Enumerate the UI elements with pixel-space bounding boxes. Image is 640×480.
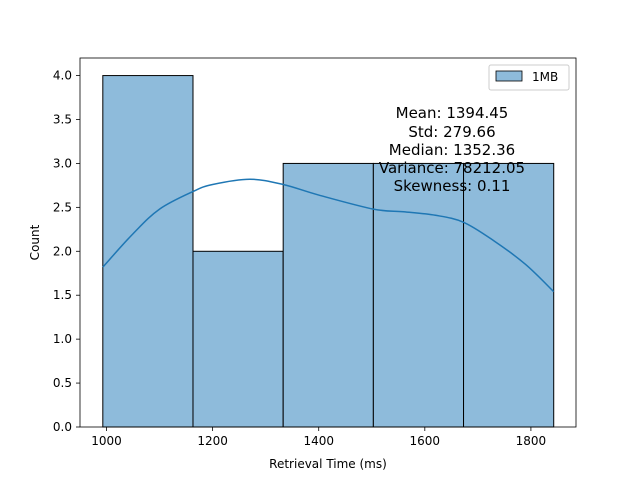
- stat-variance: Variance: 78212.05: [379, 159, 525, 177]
- histogram-bar-3: [282, 162, 374, 428]
- x-tick-label: 1800: [516, 434, 547, 448]
- histogram-bar-2: [192, 250, 284, 428]
- stat-median: Median: 1352.36: [389, 141, 515, 159]
- x-tick-label: 1000: [91, 434, 122, 448]
- x-axis-label: Retrieval Time (ms): [269, 457, 387, 471]
- y-tick-label: 0.5: [53, 376, 72, 390]
- y-axis-label: Count: [28, 224, 42, 260]
- stat-skewness: Skewness: 0.11: [394, 177, 511, 195]
- plot-frame: [79, 57, 577, 428]
- x-tick-label: 1600: [410, 434, 441, 448]
- x-tick-label: 1400: [303, 434, 334, 448]
- stat-std: Std: 279.66: [408, 123, 495, 141]
- y-tick-label: 1.5: [53, 288, 72, 302]
- kde-curve: [102, 178, 555, 293]
- y-tick-label: 4.0: [53, 69, 72, 83]
- legend-entry-1mb: 1MB: [532, 70, 558, 84]
- histogram-bar-4: [372, 162, 465, 428]
- y-tick-label: 0.0: [53, 420, 72, 434]
- histogram-bars: [102, 75, 555, 428]
- y-tick-label: 2.5: [53, 200, 72, 214]
- stats-annotation: Mean: 1394.45 Std: 279.66 Median: 1352.3…: [379, 104, 525, 195]
- y-tick-label: 1.0: [53, 332, 72, 346]
- x-tick-label: 1200: [197, 434, 228, 448]
- y-axis-ticks: 0.0 0.5 1.0 1.5 2.0 2.5 3.0 3.5 4.0: [53, 69, 80, 434]
- y-tick-label: 2.0: [53, 244, 72, 258]
- legend-swatch-1mb: [495, 70, 523, 82]
- legend: 1MB: [488, 64, 570, 91]
- x-axis-ticks: 1000 1200 1400 1600 1800: [91, 427, 546, 448]
- stat-mean: Mean: 1394.45: [396, 104, 509, 122]
- y-tick-label: 3.0: [53, 156, 72, 170]
- y-tick-label: 3.5: [53, 113, 72, 127]
- histogram-bar-5: [463, 162, 555, 428]
